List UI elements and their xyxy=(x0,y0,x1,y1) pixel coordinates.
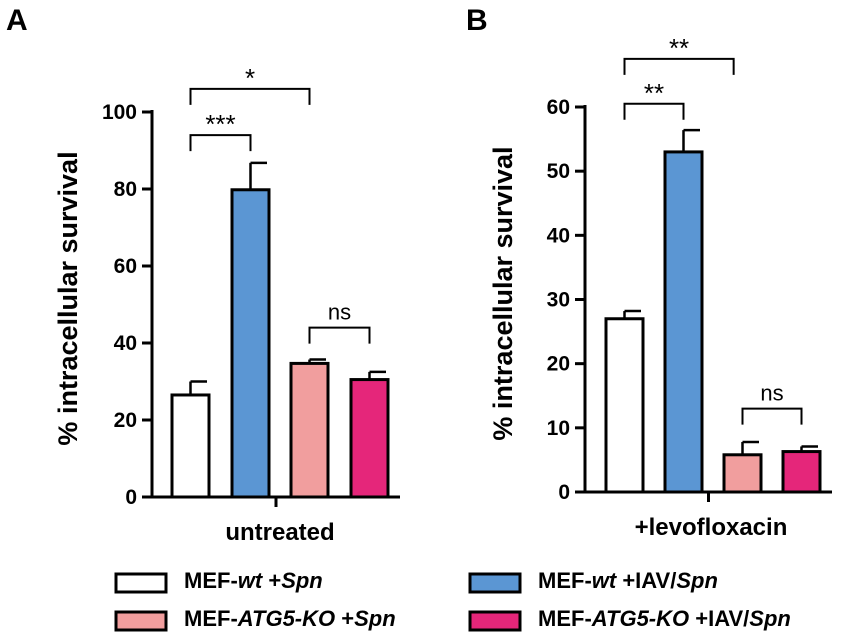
legend-swatch xyxy=(468,610,522,632)
y-tick-label: 50 xyxy=(547,160,570,183)
significance-label: *** xyxy=(205,109,235,139)
y-tick-label: 60 xyxy=(114,255,137,278)
legend: MEF-wt +Spn MEF-wt +IAV/Spn MEF-ATG5-KO +S… xyxy=(114,568,791,632)
panel-b-letter: B xyxy=(466,4,488,37)
bar xyxy=(781,450,822,494)
significance-label: ns xyxy=(760,381,783,406)
y-axis-label: % intracellular survival xyxy=(53,151,83,445)
legend-swatch xyxy=(468,572,522,594)
y-tick-label: 0 xyxy=(125,486,137,509)
bar xyxy=(289,361,330,499)
y-tick-label: 10 xyxy=(547,417,570,440)
bar xyxy=(663,150,704,494)
significance-label: ** xyxy=(644,78,664,108)
significance-label: ** xyxy=(669,33,689,63)
y-tick-label: 100 xyxy=(102,101,137,124)
y-tick-label: 20 xyxy=(114,409,137,432)
significance-bracket xyxy=(623,57,735,75)
bar xyxy=(230,188,271,499)
significance-bracket xyxy=(308,326,371,344)
y-tick-label: 40 xyxy=(114,332,137,355)
x-axis-label: untreated xyxy=(225,519,334,546)
chart-panel-b: 0 10 20 30 40 50 60 % intracellular survival +le… xyxy=(488,33,832,541)
bar xyxy=(349,378,390,499)
y-tick-label: 0 xyxy=(558,481,570,504)
significance-label: ns xyxy=(328,300,351,325)
legend-label: MEF-wt +IAV/Spn xyxy=(538,568,718,593)
y-axis-label: % intracellular survival xyxy=(488,146,518,440)
bar xyxy=(722,453,763,494)
chart-panel-a: 0 20 40 60 80 100 % intracellular survival untr… xyxy=(53,63,400,546)
legend-swatch xyxy=(114,572,168,594)
significance-bracket xyxy=(189,134,252,152)
x-axis-label: +levofloxacin xyxy=(635,514,788,541)
y-tick-label: 80 xyxy=(114,178,137,201)
legend-label: MEF-ATG5-KO +Spn xyxy=(184,606,396,631)
legend-label: MEF-wt +Spn xyxy=(184,568,323,593)
legend-label: MEF-ATG5-KO +IAV/Spn xyxy=(538,606,791,631)
significance-bracket xyxy=(189,87,311,105)
significance-bracket xyxy=(741,407,803,425)
panel-a-letter: A xyxy=(6,4,28,37)
y-tick-label: 40 xyxy=(547,224,570,247)
bar xyxy=(170,393,211,499)
y-tick-label: 30 xyxy=(547,289,570,312)
y-tick-label: 20 xyxy=(547,353,570,376)
legend-swatch xyxy=(114,610,168,632)
y-tick-label: 60 xyxy=(547,96,570,119)
significance-label: * xyxy=(245,63,255,93)
significance-bracket xyxy=(623,102,685,120)
bar xyxy=(604,317,645,494)
